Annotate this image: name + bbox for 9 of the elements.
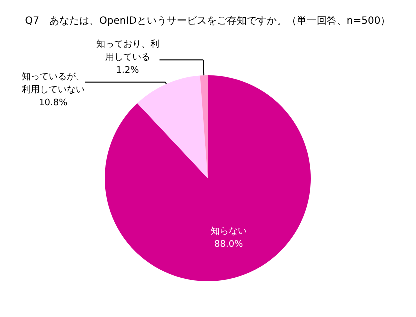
slice-label: 知らない <box>210 226 247 238</box>
data-label: 10.8% <box>39 98 68 108</box>
pie-slice <box>105 76 311 282</box>
data-label: 1.2% <box>116 66 140 76</box>
pie-slice <box>137 76 208 178</box>
data-label: 88.0% <box>214 240 244 250</box>
slice-label: 知っており、利用している <box>96 39 160 64</box>
chart-title: Q7 あなたは、OpenIDというサービスをご存知ですか。（単一回答、n=500） <box>25 15 391 27</box>
slice-label: 知っているが、利用していない <box>22 71 85 96</box>
